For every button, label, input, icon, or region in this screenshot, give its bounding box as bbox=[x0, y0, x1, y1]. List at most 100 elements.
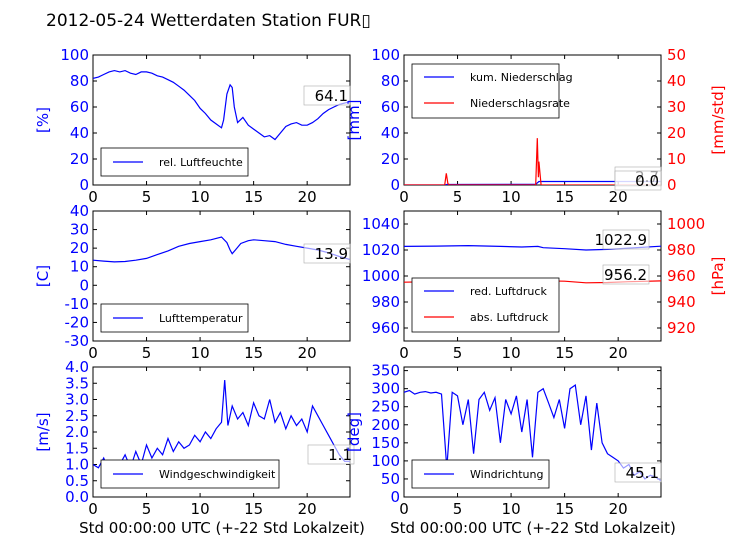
annotation-label: 45.1 bbox=[626, 464, 659, 482]
y-tick-label: 40 bbox=[70, 124, 89, 142]
x-tick-label: 15 bbox=[555, 344, 574, 362]
x-tick-label: 15 bbox=[244, 500, 263, 518]
x-tick-label: 0 bbox=[399, 344, 409, 362]
y-tick-label: 60 bbox=[381, 98, 400, 116]
x-tick-label: 20 bbox=[298, 344, 317, 362]
x-tick-label: 5 bbox=[453, 344, 463, 362]
x-tick-label: 0 bbox=[399, 500, 409, 518]
legend-label: abs. Luftdruck bbox=[470, 311, 549, 324]
panel-pressure: 0 5 10 15 20 960 980 1000 1020 1040 920 940 960 980 10… bbox=[362, 210, 727, 362]
y-tick-label-right: 30 bbox=[667, 98, 686, 116]
y-tick-label: 1.0 bbox=[65, 456, 89, 474]
x-tick-label: 5 bbox=[142, 188, 152, 206]
y-tick-label: 250 bbox=[371, 398, 400, 416]
figure-title: 2012-05-24 Wetterdaten Station FUR▯ bbox=[46, 11, 371, 31]
y-tick-label: 980 bbox=[371, 293, 400, 311]
y-tick-label-right: 40 bbox=[667, 72, 686, 90]
legend-label: red. Luftdruck bbox=[470, 285, 547, 298]
x-tick-label: 0 bbox=[88, 500, 98, 518]
x-tick-label: 20 bbox=[609, 500, 628, 518]
x-tick-label: 20 bbox=[298, 188, 317, 206]
x-axis-label-left: Std 00:00:00 UTC (+-22 Std Lokalzeit) bbox=[79, 519, 365, 537]
y-tick-label-right: 0 bbox=[667, 176, 677, 194]
annotation-box bbox=[614, 462, 662, 483]
y-tick-label-right: 10 bbox=[667, 150, 686, 168]
legend-label: kum. Niederschlag bbox=[470, 71, 573, 84]
y-tick-label: 100 bbox=[371, 46, 400, 64]
legend-label: Windgeschwindigkeit bbox=[159, 468, 276, 481]
legend-label: Niederschlagsrate bbox=[470, 97, 570, 110]
y-tick-label: 60 bbox=[70, 98, 89, 116]
series-line-humidity-0 bbox=[93, 69, 350, 141]
y-tick-label: 300 bbox=[371, 380, 400, 398]
y-tick-label: 1020 bbox=[362, 241, 400, 259]
x-tick-label: 0 bbox=[88, 188, 98, 206]
x-tick-label: 10 bbox=[502, 188, 521, 206]
x-tick-label: 5 bbox=[453, 500, 463, 518]
y-tick-label: 80 bbox=[70, 72, 89, 90]
y-tick-label: 100 bbox=[60, 46, 89, 64]
legend-label: Windrichtung bbox=[470, 468, 543, 481]
annotation-label: 0.0 bbox=[635, 172, 659, 190]
y-tick-label: 50 bbox=[381, 470, 400, 488]
y-tick-label-right: 920 bbox=[667, 319, 696, 337]
x-tick-label: 5 bbox=[453, 188, 463, 206]
y-tick-label-right: 1000 bbox=[667, 215, 705, 233]
y-tick-label: 0 bbox=[79, 276, 89, 294]
y-tick-label-right: 980 bbox=[667, 241, 696, 259]
x-tick-label: 15 bbox=[244, 188, 263, 206]
y-tick-label: 3.5 bbox=[65, 374, 89, 392]
x-tick-label: 0 bbox=[88, 344, 98, 362]
series-line-temperature-0 bbox=[93, 236, 350, 263]
y-tick-label: 3.0 bbox=[65, 391, 89, 409]
y-tick-label-right: 20 bbox=[667, 124, 686, 142]
panel-precip: 0 5 10 15 20 0 20 40 60 80 100 0 10 20 30 40 50 [mm] [mm/s… bbox=[345, 46, 727, 206]
annotation-label: 64.1 bbox=[315, 87, 348, 105]
y-tick-label: 960 bbox=[371, 319, 400, 337]
annotation-label: 956.2 bbox=[604, 266, 647, 284]
panel-winddir: 0 5 10 15 20050100150200250300350[deg]Windri… bbox=[345, 362, 662, 518]
x-tick-label: 10 bbox=[502, 344, 521, 362]
y-axis-label: [%] bbox=[34, 107, 52, 133]
x-tick-label: 10 bbox=[191, 344, 210, 362]
x-tick-label: 20 bbox=[609, 188, 628, 206]
y-tick-label: -20 bbox=[65, 313, 90, 331]
y-tick-label: 0.5 bbox=[65, 472, 89, 490]
y-tick-label: 2.5 bbox=[65, 407, 89, 425]
x-tick-label: 15 bbox=[555, 500, 574, 518]
y-axis-label: [m/s] bbox=[34, 412, 52, 451]
y-tick-label: -10 bbox=[65, 295, 90, 313]
annotation-label: 13.9 bbox=[315, 245, 348, 263]
series-line-windspeed-0 bbox=[93, 379, 350, 473]
y-tick-label: 0 bbox=[390, 176, 400, 194]
x-tick-label: 20 bbox=[609, 344, 628, 362]
x-tick-label: 15 bbox=[555, 188, 574, 206]
annotation-label: 1022.9 bbox=[595, 231, 648, 249]
x-tick-label: 10 bbox=[191, 500, 210, 518]
x-tick-label: 15 bbox=[244, 344, 263, 362]
annotation-box bbox=[307, 444, 355, 465]
x-tick-label: 10 bbox=[502, 500, 521, 518]
x-tick-label: 0 bbox=[399, 188, 409, 206]
y-tick-label: 100 bbox=[371, 452, 400, 470]
y-tick-label: 0.0 bbox=[65, 488, 89, 506]
y-tick-label-right: 940 bbox=[667, 293, 696, 311]
x-axis-label-right: Std 00:00:00 UTC (+-22 Std Lokalzeit) bbox=[390, 519, 676, 537]
annotation-label: 1.1 bbox=[328, 446, 352, 464]
annotation-box bbox=[614, 170, 662, 191]
panel-temperature: 0 5 10 15 20-30-20-10010203040[C]Lufttempera… bbox=[34, 202, 351, 362]
series-line-precip-1 bbox=[404, 138, 661, 185]
y-tick-label: 1040 bbox=[362, 215, 400, 233]
y-axis-label-right: [mm/std] bbox=[709, 85, 727, 154]
y-tick-label: 200 bbox=[371, 416, 400, 434]
annotation-box bbox=[602, 264, 650, 285]
x-tick-label: 10 bbox=[191, 188, 210, 206]
y-axis-label: [mm] bbox=[345, 100, 363, 141]
y-tick-label: 20 bbox=[381, 150, 400, 168]
y-tick-label: 0 bbox=[79, 176, 89, 194]
y-tick-label: 10 bbox=[70, 258, 89, 276]
y-tick-label: 2.0 bbox=[65, 423, 89, 441]
legend-label: Lufttemperatur bbox=[159, 312, 243, 325]
legend-box bbox=[100, 147, 249, 177]
